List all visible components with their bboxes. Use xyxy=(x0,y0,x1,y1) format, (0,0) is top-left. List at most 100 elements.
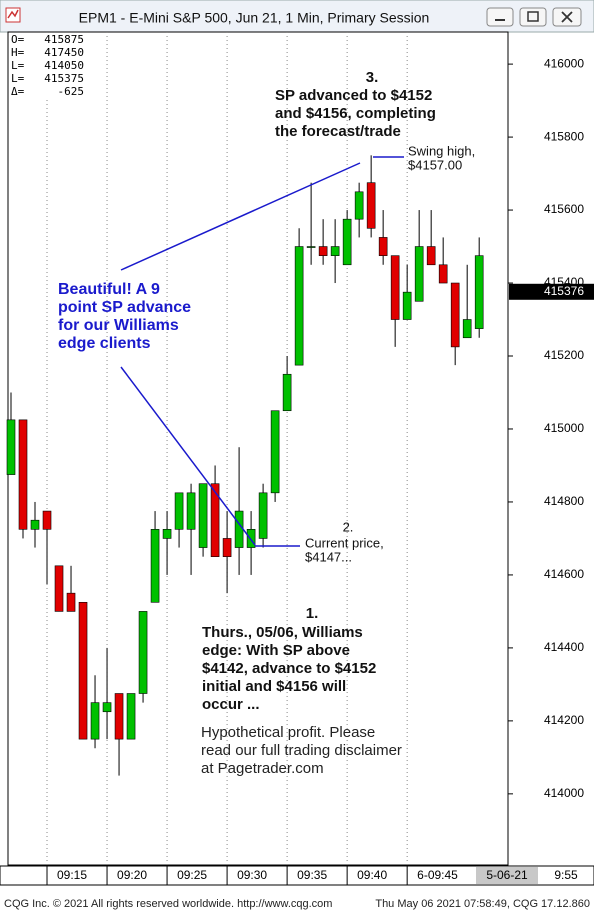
x-tick-label: 09:40 xyxy=(357,868,387,882)
candle-body xyxy=(114,693,124,740)
x-tick-label: 09:25 xyxy=(177,868,207,882)
candle-body xyxy=(438,264,448,284)
footer-left: CQG Inc. © 2021 All rights reserved worl… xyxy=(4,898,332,910)
candle-body xyxy=(198,483,208,548)
footer-right: Thu May 06 2021 07:58:49, CQG 17.12.860 xyxy=(375,898,590,910)
y-tick-label: 415200 xyxy=(544,348,584,362)
cursor-date: 5-06-21 xyxy=(486,868,528,882)
marks: 414000 414200 414400 414600 414800 415000 4152… xyxy=(6,32,594,885)
candle-body xyxy=(450,282,460,348)
candle-body xyxy=(462,319,472,339)
minimize-button[interactable] xyxy=(486,7,514,27)
ohlc-label: O= xyxy=(11,33,25,46)
maximize-glyph xyxy=(527,11,539,22)
cursor-date-box xyxy=(476,867,538,884)
ohlc-label: L= xyxy=(11,59,25,72)
disclaimer: at Pagetrader.com xyxy=(201,760,324,777)
annotation: occur ... xyxy=(202,696,260,713)
candle-body xyxy=(390,255,400,320)
annotation: $4147... xyxy=(305,549,352,564)
y-tick-label: 416000 xyxy=(544,56,584,70)
annotation: SP advanced to $4152 xyxy=(275,87,432,104)
candle-body xyxy=(42,510,52,530)
annotation: Current price, xyxy=(305,535,384,550)
x-tick-label: 09:20 xyxy=(117,868,147,882)
candle-body xyxy=(30,519,40,530)
annotation: edge clients xyxy=(58,335,151,352)
candle-body xyxy=(150,529,160,603)
candle-body xyxy=(138,611,148,694)
y-tick-label: 415000 xyxy=(544,421,584,435)
candle-body xyxy=(318,246,328,256)
candle-body xyxy=(246,529,256,548)
candle-body xyxy=(18,419,28,530)
candle-body xyxy=(366,182,376,229)
candle-body xyxy=(126,693,136,740)
ohlc-label: Δ= xyxy=(11,85,25,98)
candle-body xyxy=(222,538,232,557)
time-axis xyxy=(0,865,594,886)
annotation: edge: With SP above xyxy=(202,642,350,659)
x-tick-label: 09:35 xyxy=(297,868,327,882)
candle-body xyxy=(6,419,16,475)
candle-body xyxy=(294,246,304,366)
candle-body xyxy=(102,702,112,713)
x-tick-label: 6-09:45 xyxy=(417,868,458,882)
candle-body xyxy=(210,483,220,557)
candle-body xyxy=(258,492,268,539)
y-tick-label: 414800 xyxy=(544,494,584,508)
annotation: Swing high, xyxy=(408,143,475,158)
y-tick-label: 414000 xyxy=(544,786,584,800)
candle-body xyxy=(306,246,316,248)
last-price-box xyxy=(509,283,594,300)
candle-body xyxy=(162,529,172,539)
annotation-line xyxy=(120,366,256,546)
annotation: $4142, advance to $4152 xyxy=(202,660,376,677)
ohlc-label: L= xyxy=(11,72,25,85)
candle-body xyxy=(426,246,436,266)
maximize-button[interactable] xyxy=(519,7,547,27)
candle-body xyxy=(270,410,280,494)
x-tick-label: 09:30 xyxy=(237,868,267,882)
y-tick-label: 415600 xyxy=(544,202,584,216)
candle-body xyxy=(282,373,292,412)
annotation: initial and $4156 will xyxy=(202,678,346,695)
candle-body xyxy=(342,218,352,266)
ohlc-value: -625 xyxy=(58,85,85,98)
candle-body xyxy=(90,702,100,740)
window-icon-glyph xyxy=(7,9,19,19)
candle-body xyxy=(234,510,244,548)
ohlc-value: 414050 xyxy=(44,59,84,72)
y-tick-label: 414200 xyxy=(544,713,584,727)
candle-body xyxy=(186,492,196,530)
candle-body xyxy=(174,492,184,530)
y-tick-label: 415800 xyxy=(544,129,584,143)
annotation: the forecast/trade xyxy=(275,123,401,140)
candle-body xyxy=(414,246,424,302)
y-tick-label: 414600 xyxy=(544,567,584,581)
annotation: Beautiful! A 9 xyxy=(58,281,160,298)
candle-body xyxy=(378,237,388,256)
y-tick-label: 414400 xyxy=(544,640,584,654)
ohlc-label: H= xyxy=(11,46,25,59)
candle-body xyxy=(54,565,64,612)
close-glyph xyxy=(561,11,573,23)
annotation: 1. xyxy=(306,605,319,622)
annotation: 2. xyxy=(343,519,354,534)
candle-body xyxy=(78,601,88,740)
annotation: point SP advance xyxy=(58,299,191,316)
last-price-label: 415376 xyxy=(544,284,584,298)
disclaimer: read our full trading disclaimer xyxy=(201,742,402,759)
ohlc-value: 415875 xyxy=(44,33,84,46)
candle-body xyxy=(66,592,76,612)
candle-body xyxy=(330,246,340,256)
annotation-line xyxy=(120,162,361,271)
annotation: $4157.00 xyxy=(408,157,462,172)
annotation: Thurs., 05/06, Williams xyxy=(202,624,363,641)
x-tick-label: 09:15 xyxy=(57,868,87,882)
annotation: for our Williams xyxy=(58,317,179,334)
candle-body xyxy=(402,291,412,320)
disclaimer: Hypothetical profit. Please xyxy=(201,724,375,741)
annotation: and $4156, completing xyxy=(275,105,436,122)
